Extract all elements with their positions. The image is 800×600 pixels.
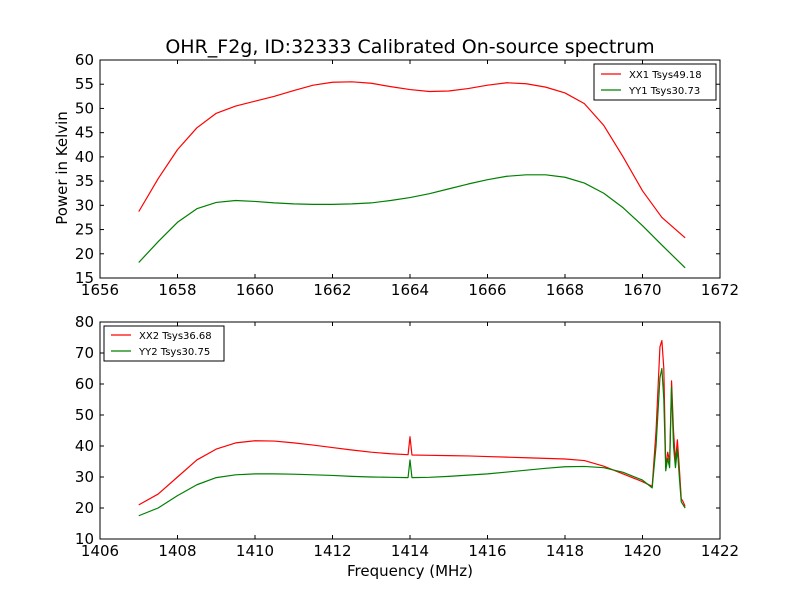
x-tick-label: 1658 [158,281,196,299]
y-tick-label: 50 [75,99,94,117]
x-tick-label: 1666 [468,281,506,299]
y-tick-label: 45 [75,124,94,142]
x-tick-label: 1406 [81,542,119,560]
legend-label-xx1: XX1 Tsys49.18 [629,70,702,81]
y-tick-label: 70 [75,344,94,362]
x-tick-label: 1412 [313,542,351,560]
series-line-1-2 [138,174,686,269]
y-tick-label: 55 [75,75,94,93]
y-tick-label: 15 [75,269,94,287]
plot-frame [99,59,721,279]
y-tick-label: 40 [75,437,94,455]
x-axis-label-bottom: Frequency (MHz) [347,562,473,580]
x-tick-label: 1664 [391,281,429,299]
chart-top: OHR_F2g, ID:32333 Calibrated On-source s… [53,36,739,299]
x-tick-label: 1410 [236,542,274,560]
legend-label-yy1: YY1 Tsys30.73 [628,86,700,97]
y-tick-label: 25 [75,221,94,239]
y-tick-label: 10 [75,530,94,548]
x-tick-label: 1668 [546,281,584,299]
legend-label-yy2: YY2 Tsys30.75 [138,347,210,358]
y-tick-label: 35 [75,172,94,190]
plot-frame-bottom [99,321,721,540]
x-tick-label: 1414 [391,542,429,560]
series-layer [138,81,686,269]
x-tick-label: 1672 [701,281,739,299]
legend-bottom: XX2 Tsys36.68 YY2 Tsys30.75 [103,325,225,362]
series-layer-bottom [138,340,686,517]
x-tick-label: 1660 [236,281,274,299]
y-tick-label: 30 [75,468,94,486]
y-tick-label: 20 [75,499,94,517]
y-tick-label: 60 [75,51,94,69]
y-tick-label: 20 [75,245,94,263]
series-line-1-1 [138,81,686,239]
chart-bottom: Frequency (MHz) 1406 1408 1410 1412 1414 1416… [75,313,739,580]
legend-box [593,63,717,101]
legend: XX1 Tsys49.18 YY1 Tsys30.73 [593,63,717,101]
x-tick-label: 1422 [701,542,739,560]
x-tick-label: 1418 [546,542,584,560]
y-tick-label: 40 [75,148,94,166]
y-tick-label: 60 [75,375,94,393]
y-tick-label: 50 [75,406,94,424]
x-tick-label: 1420 [623,542,661,560]
x-tick-label: 1416 [468,542,506,560]
y-tick-label: 80 [75,313,94,331]
x-tick-label: 1662 [313,281,351,299]
tick-layer: 1656 1658 1660 1662 1664 1666 1668 1670 1672 15 20… [75,51,739,299]
series-line-2-2 [138,367,686,517]
x-tick-label: 1656 [81,281,119,299]
legend-box-bottom [103,325,225,362]
tick-layer-bottom: 1406 1408 1410 1412 1414 1416 1418 1420 1422 10 20… [75,313,739,560]
x-tick-label: 1670 [623,281,661,299]
chart-title: OHR_F2g, ID:32333 Calibrated On-source s… [165,36,654,58]
y-axis-label: Power in Kelvin [53,111,71,225]
y-tick-label: 30 [75,196,94,214]
x-tick-label: 1408 [158,542,196,560]
legend-label-xx2: XX2 Tsys36.68 [139,331,212,342]
